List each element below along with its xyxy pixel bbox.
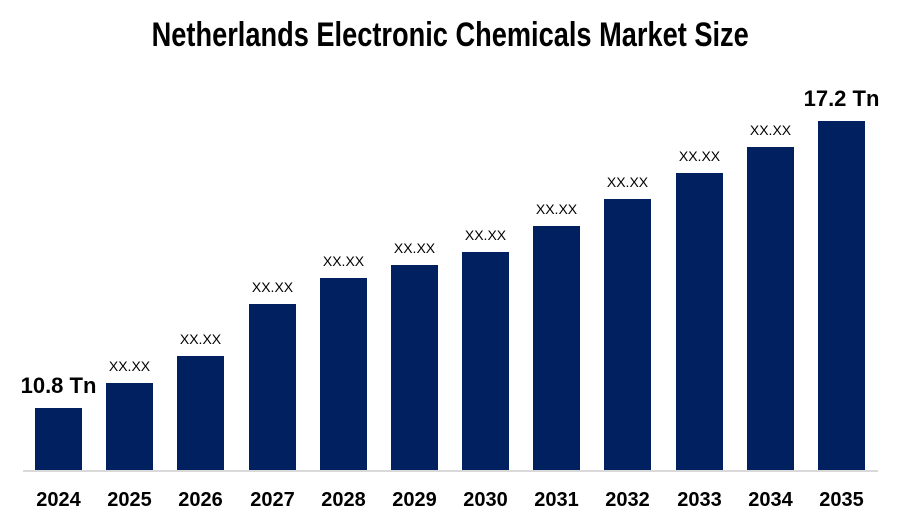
bar-value-label: XX.XX	[108, 358, 151, 374]
x-axis-label-text: 2025	[107, 489, 152, 511]
x-axis-label-text: 2032	[605, 489, 650, 511]
x-axis-label-text: 2034	[748, 489, 793, 511]
bar	[818, 121, 865, 470]
bar-value-label: 17.2 Tn	[803, 86, 880, 111]
x-axis-label-text: 2026	[178, 489, 223, 511]
chart-title: Netherlands Electronic Chemicals Market …	[151, 16, 749, 54]
bar-value-label: XX.XX	[393, 240, 436, 256]
bar	[462, 252, 509, 470]
bar	[106, 383, 153, 470]
bar-value-label: XX.XX	[749, 122, 792, 138]
bar	[391, 265, 438, 470]
x-axis-label-text: 2035	[819, 489, 864, 511]
bar	[676, 173, 723, 470]
bar	[35, 408, 82, 470]
x-axis-line	[23, 470, 878, 472]
bar-value-label: XX.XX	[179, 331, 222, 347]
x-axis-label-text: 2033	[677, 489, 722, 511]
bar-value-label: XX.XX	[322, 253, 365, 269]
bar	[604, 199, 651, 470]
bar	[320, 278, 367, 470]
chart-title-row: Netherlands Electronic Chemicals Market …	[0, 16, 900, 57]
bar	[249, 304, 296, 470]
bar-value-label: 10.8 Tn	[20, 373, 97, 398]
x-axis-label-text: 2028	[321, 489, 366, 511]
bar-value-label: XX.XX	[606, 174, 649, 190]
bar	[177, 356, 224, 470]
x-axis-label-text: 2027	[250, 489, 295, 511]
x-axis-label-text: 2029	[392, 489, 437, 511]
bar-value-label: XX.XX	[535, 201, 578, 217]
bar-value-label: XX.XX	[678, 148, 721, 164]
bar	[533, 226, 580, 470]
bar-value-label: XX.XX	[251, 279, 294, 295]
x-axis-label-text: 2024	[36, 489, 81, 511]
x-axis-label-text: 2031	[534, 489, 579, 511]
bar	[747, 147, 794, 470]
bar-value-label: XX.XX	[464, 227, 507, 243]
x-axis-label-text: 2030	[463, 489, 508, 511]
